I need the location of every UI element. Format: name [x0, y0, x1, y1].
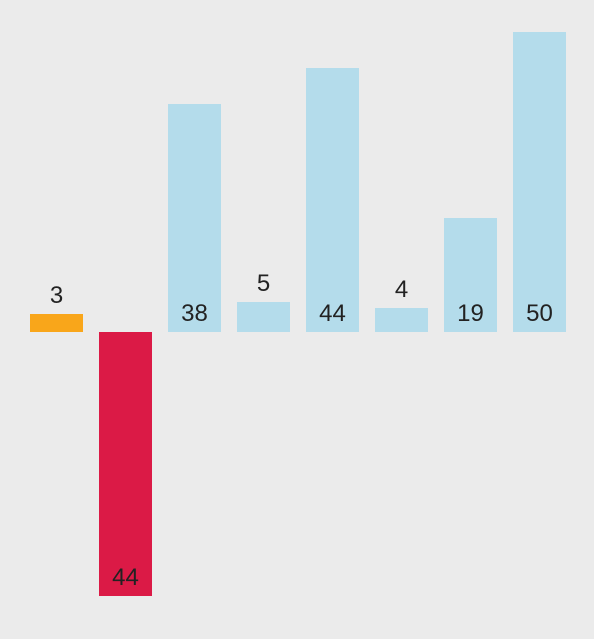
bar-label-6: 19 — [440, 300, 501, 328]
bar-3 — [237, 302, 290, 332]
bar-chart: 3443854441950 — [0, 0, 594, 639]
bar-0 — [30, 314, 83, 332]
bar-label-2: 38 — [164, 300, 225, 328]
bar-label-0: 3 — [26, 282, 87, 310]
bar-label-7: 50 — [509, 300, 570, 328]
bar-label-4: 44 — [302, 300, 363, 328]
bar-5 — [375, 308, 428, 332]
bar-4 — [306, 68, 359, 332]
bar-1 — [99, 332, 152, 596]
bar-7 — [513, 32, 566, 332]
bar-label-3: 5 — [233, 270, 294, 298]
bar-label-5: 4 — [371, 276, 432, 304]
bar-label-1: 44 — [95, 564, 156, 592]
bar-2 — [168, 104, 221, 332]
